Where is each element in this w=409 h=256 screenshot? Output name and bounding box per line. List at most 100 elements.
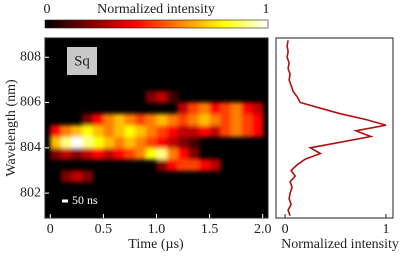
heatmap-cell bbox=[156, 125, 168, 137]
heatmap-cell bbox=[82, 170, 94, 183]
heatmap-cell bbox=[252, 102, 264, 115]
heatmap-cell bbox=[198, 113, 211, 126]
annotation-box bbox=[67, 47, 97, 75]
heatmap-cell bbox=[82, 136, 94, 149]
heatmap-cell bbox=[145, 91, 157, 104]
heatmap-cell bbox=[156, 147, 168, 160]
heatmap-cell bbox=[241, 125, 253, 137]
heatmap-cell bbox=[103, 136, 115, 149]
heatmap-cell bbox=[124, 125, 136, 137]
colorbar-label: Normalized intensity bbox=[97, 2, 215, 17]
heatmap-cell bbox=[209, 159, 221, 171]
heatmap-cell bbox=[188, 113, 200, 126]
x-tick-label: 2.0 bbox=[254, 222, 272, 237]
heatmap-cell bbox=[167, 113, 179, 126]
heatmap-cell bbox=[188, 136, 200, 149]
heatmap-cell bbox=[114, 136, 126, 149]
heatmap-cell bbox=[198, 159, 211, 171]
y-tick-label: 806 bbox=[20, 95, 41, 110]
heatmap-cell bbox=[60, 125, 73, 137]
heatmap-cell bbox=[188, 159, 200, 171]
heatmap-cell bbox=[135, 147, 147, 160]
heatmap-cell bbox=[145, 136, 157, 149]
heatmap-cell bbox=[167, 136, 179, 149]
heatmap-cell bbox=[145, 125, 157, 137]
heatmap-cell bbox=[209, 102, 221, 115]
heatmap-cell bbox=[252, 125, 264, 137]
heatmap-cell bbox=[50, 147, 62, 160]
heatmap-cell bbox=[220, 125, 232, 137]
heatmap-cell bbox=[103, 147, 115, 160]
heatmap-cell bbox=[60, 147, 73, 160]
spectrum-line bbox=[286, 40, 387, 216]
heatmap-cell bbox=[124, 113, 136, 126]
heatmap-cell bbox=[167, 147, 179, 160]
heatmap bbox=[50, 91, 264, 183]
heatmap-cell bbox=[92, 125, 104, 137]
heatmap-cell bbox=[230, 102, 242, 115]
heatmap-cell bbox=[241, 113, 253, 126]
heatmap-cell bbox=[156, 113, 168, 126]
heatmap-cell bbox=[135, 136, 147, 149]
heatmap-cell bbox=[135, 113, 147, 126]
heatmap-cell bbox=[135, 125, 147, 137]
heatmap-cell bbox=[114, 147, 126, 160]
heatmap-cell bbox=[156, 136, 168, 149]
x-tick-label: 0 bbox=[47, 222, 54, 237]
x-tick-label: 0 bbox=[282, 222, 289, 237]
heatmap-cell bbox=[92, 136, 104, 149]
heatmap-cell bbox=[50, 125, 62, 137]
heatmap-cell bbox=[177, 136, 189, 149]
heatmap-cell bbox=[145, 113, 157, 126]
heatmap-cell bbox=[82, 125, 94, 137]
heatmap-cell bbox=[92, 147, 104, 160]
heatmap-cell bbox=[60, 170, 73, 183]
heatmap-cell bbox=[230, 125, 242, 137]
heatmap-cell bbox=[92, 113, 104, 126]
x-axis-label: Time (µs) bbox=[128, 237, 184, 252]
heatmap-cell bbox=[82, 113, 94, 126]
heatmap-cell bbox=[188, 125, 200, 137]
heatmap-cell bbox=[177, 113, 189, 126]
heatmap-cell bbox=[220, 113, 232, 126]
heatmap-cell bbox=[82, 147, 94, 160]
heatmap-cell bbox=[103, 125, 115, 137]
colorbar-tick-label: 1 bbox=[263, 2, 270, 17]
colorbar bbox=[44, 19, 269, 29]
x-tick-label: 0.5 bbox=[95, 222, 113, 237]
heatmap-cell bbox=[177, 125, 189, 137]
heatmap-cell bbox=[103, 113, 115, 126]
heatmap-cell bbox=[177, 102, 189, 115]
y-axis-label: Wavelength (nm) bbox=[4, 79, 19, 177]
heatmap-cell bbox=[177, 159, 189, 171]
heatmap-cell bbox=[252, 113, 264, 126]
heatmap-cell bbox=[114, 125, 126, 137]
heatmap-cell bbox=[188, 102, 200, 115]
heatmap-cell bbox=[209, 125, 221, 137]
x-tick-label: 1.5 bbox=[201, 222, 219, 237]
heatmap-cell bbox=[145, 147, 157, 160]
heatmap-cell bbox=[71, 125, 83, 137]
heatmap-cell bbox=[167, 91, 179, 104]
x-tick-label: 1.0 bbox=[148, 222, 166, 237]
heatmap-cell bbox=[177, 147, 189, 160]
heatmap-cell bbox=[167, 159, 179, 171]
y-tick-label: 808 bbox=[20, 49, 41, 64]
heatmap-cell bbox=[230, 113, 242, 126]
side-plot-frame bbox=[275, 37, 394, 219]
heatmap-cell bbox=[198, 125, 211, 137]
heatmap-cell bbox=[209, 113, 221, 126]
heatmap-cell bbox=[220, 102, 232, 115]
heatmap-cell bbox=[60, 136, 73, 149]
heatmap-cell bbox=[188, 147, 200, 160]
heatmap-cell bbox=[156, 159, 168, 171]
heatmap-cell bbox=[71, 147, 83, 160]
heatmap-cell bbox=[156, 91, 168, 104]
heatmap-cell bbox=[71, 170, 83, 183]
y-tick-label: 802 bbox=[20, 185, 41, 200]
annotation: Sq bbox=[74, 53, 90, 69]
heatmap-cell bbox=[124, 147, 136, 160]
heatmap-cell bbox=[167, 125, 179, 137]
heatmap-cell bbox=[114, 113, 126, 126]
